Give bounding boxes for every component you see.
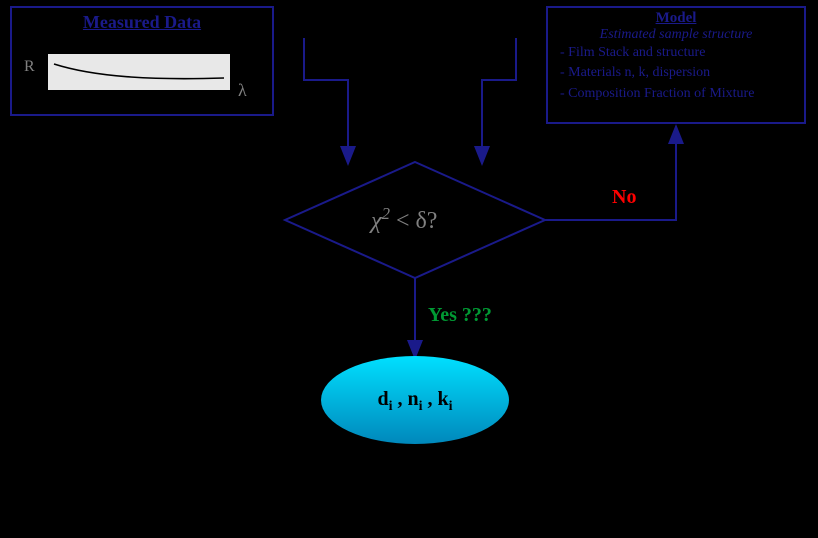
flow-arrows xyxy=(0,0,818,538)
decision-text: χ2 < δ? xyxy=(371,204,437,235)
yes-label: Yes ??? xyxy=(428,304,492,327)
result-text: di , ni , ki xyxy=(321,388,509,415)
no-label: No xyxy=(612,186,636,209)
